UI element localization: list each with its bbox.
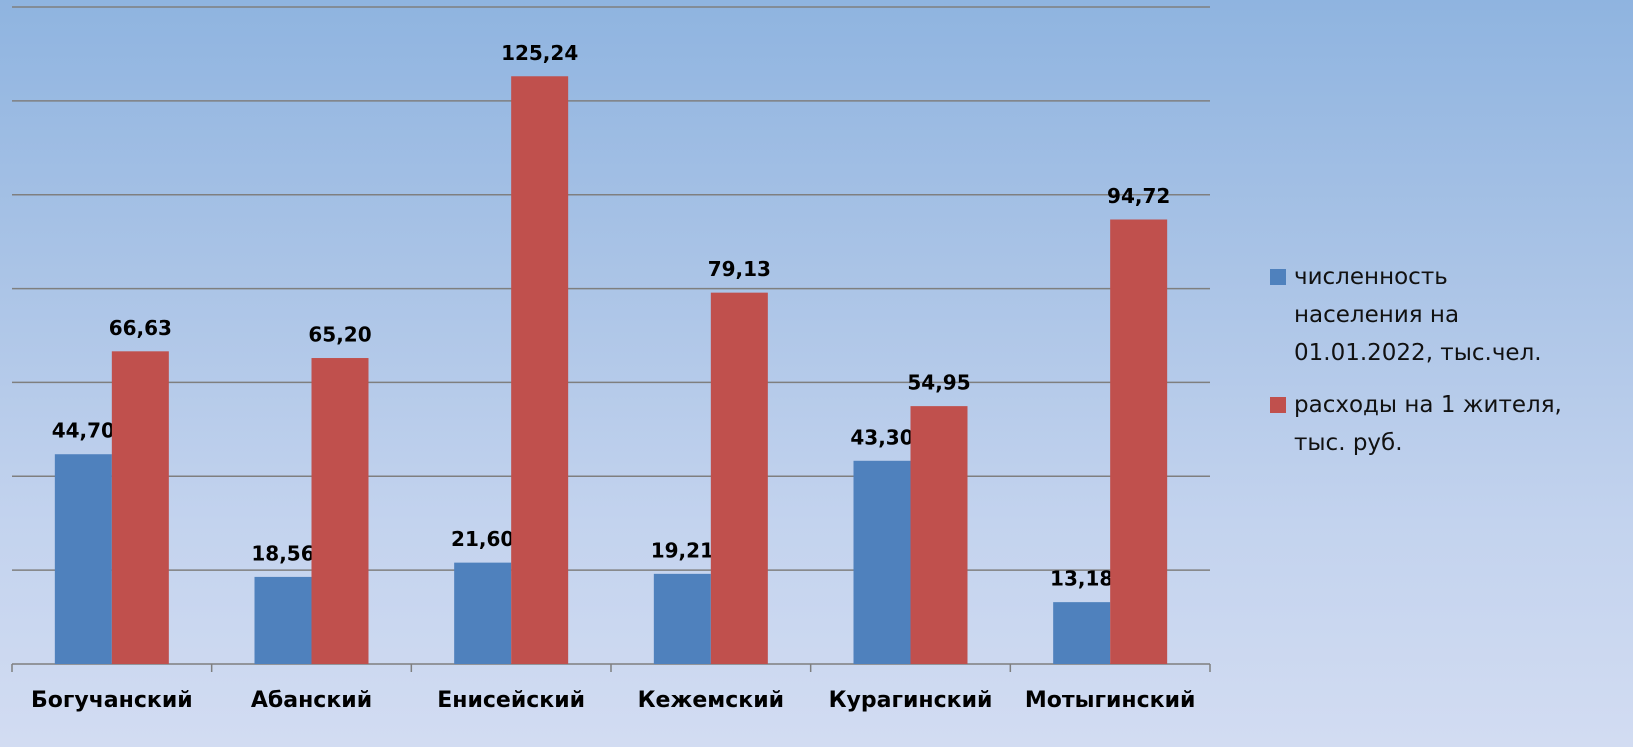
data-label: 21,60 — [451, 527, 514, 551]
legend-item: численность населения на 01.01.2022, тыс… — [1270, 258, 1570, 372]
bar — [1110, 219, 1168, 665]
bar — [111, 351, 169, 664]
bar — [254, 576, 312, 664]
bar — [910, 406, 968, 664]
bar — [454, 562, 512, 664]
data-label: 13,18 — [1050, 567, 1113, 591]
legend-label: расходы на 1 жителя, тыс. руб. — [1294, 392, 1562, 456]
data-label: 94,72 — [1107, 184, 1170, 208]
bar — [311, 358, 369, 664]
x-tick-label: Богучанский — [31, 688, 193, 713]
legend-item: расходы на 1 жителя, тыс. руб. — [1270, 386, 1570, 462]
bar — [1053, 602, 1111, 664]
bar — [710, 292, 768, 664]
legend-label: численность населения на 01.01.2022, тыс… — [1294, 264, 1542, 366]
data-label: 54,95 — [907, 371, 970, 395]
data-label: 66,63 — [109, 316, 172, 340]
bar — [853, 460, 911, 664]
legend: численность населения на 01.01.2022, тыс… — [1270, 258, 1570, 476]
data-label: 43,30 — [850, 425, 913, 449]
x-tick-label: Енисейский — [437, 688, 585, 713]
bar — [511, 76, 569, 664]
x-tick-label: Мотыгинский — [1025, 688, 1196, 713]
data-label: 125,24 — [501, 41, 578, 65]
legend-swatch — [1270, 269, 1286, 285]
x-tick-label: Абанский — [251, 688, 372, 713]
bar — [653, 573, 711, 664]
data-label: 65,20 — [308, 323, 371, 347]
data-label: 79,13 — [708, 257, 771, 281]
data-label: 18,56 — [251, 541, 314, 565]
x-tick-label: Курагинский — [829, 688, 993, 713]
data-label: 19,21 — [651, 538, 714, 562]
bar — [54, 454, 112, 664]
x-tick-label: Кежемский — [638, 688, 785, 713]
data-label: 44,70 — [52, 419, 115, 443]
legend-swatch — [1270, 397, 1286, 413]
